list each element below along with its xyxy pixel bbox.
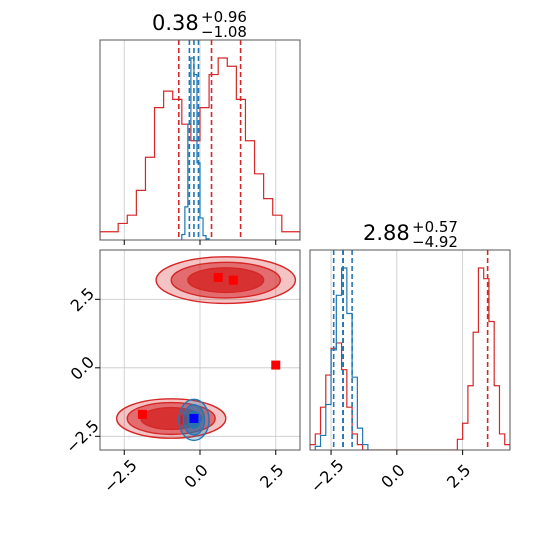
blue-marker-0 — [189, 413, 199, 423]
marginal-histogram-param-2: −2.5 0.0 2.5 — [307, 249, 511, 497]
red-marker-0 — [213, 272, 223, 282]
title-param-2: 2.88 +0.57 −4.92 — [363, 218, 458, 251]
x-tick-label-0: −2.5 — [100, 456, 141, 497]
title-param-2-plus: +0.57 — [412, 218, 458, 236]
y-tick-label-1: 0.0 — [67, 352, 98, 383]
red-contour-cluster-0-level-2 — [187, 267, 265, 294]
blue-histogram-series — [314, 267, 369, 450]
x-tick-label-0: −2.5 — [307, 456, 348, 497]
red-histogram-series — [310, 267, 510, 450]
axes-frame — [309, 249, 511, 451]
title-param-1-median: 0.38 — [152, 11, 199, 35]
red-marker-1 — [228, 275, 238, 285]
joint-contour-plot: −2.5 0.0 2.5−2.50.02.5 — [62, 249, 301, 497]
y-tick-label-2: 2.5 — [67, 284, 98, 315]
grid — [330, 250, 464, 450]
title-param-2-median: 2.88 — [363, 221, 410, 245]
title-param-1: 0.38 +0.96 −1.08 — [152, 8, 247, 41]
title-param-2-minus: −4.92 — [412, 233, 458, 251]
x-tick-label-2: 2.5 — [443, 460, 474, 491]
red-marker-2 — [271, 360, 281, 370]
red-histogram-series — [100, 57, 300, 240]
x-tick-label-2: 2.5 — [256, 460, 287, 491]
title-param-1-plus: +0.96 — [201, 8, 247, 26]
x-tick-label-1: 0.0 — [377, 460, 408, 491]
red-marker-3 — [137, 409, 147, 419]
blue-histogram-series — [181, 57, 210, 240]
title-param-1-minus: −1.08 — [201, 23, 247, 41]
x-tick-label-1: 0.0 — [180, 460, 211, 491]
marginal-histogram-param-1 — [99, 39, 301, 245]
